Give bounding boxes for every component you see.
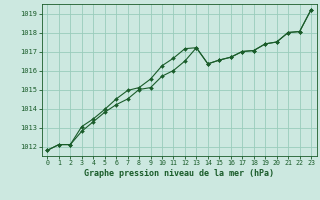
X-axis label: Graphe pression niveau de la mer (hPa): Graphe pression niveau de la mer (hPa)	[84, 169, 274, 178]
